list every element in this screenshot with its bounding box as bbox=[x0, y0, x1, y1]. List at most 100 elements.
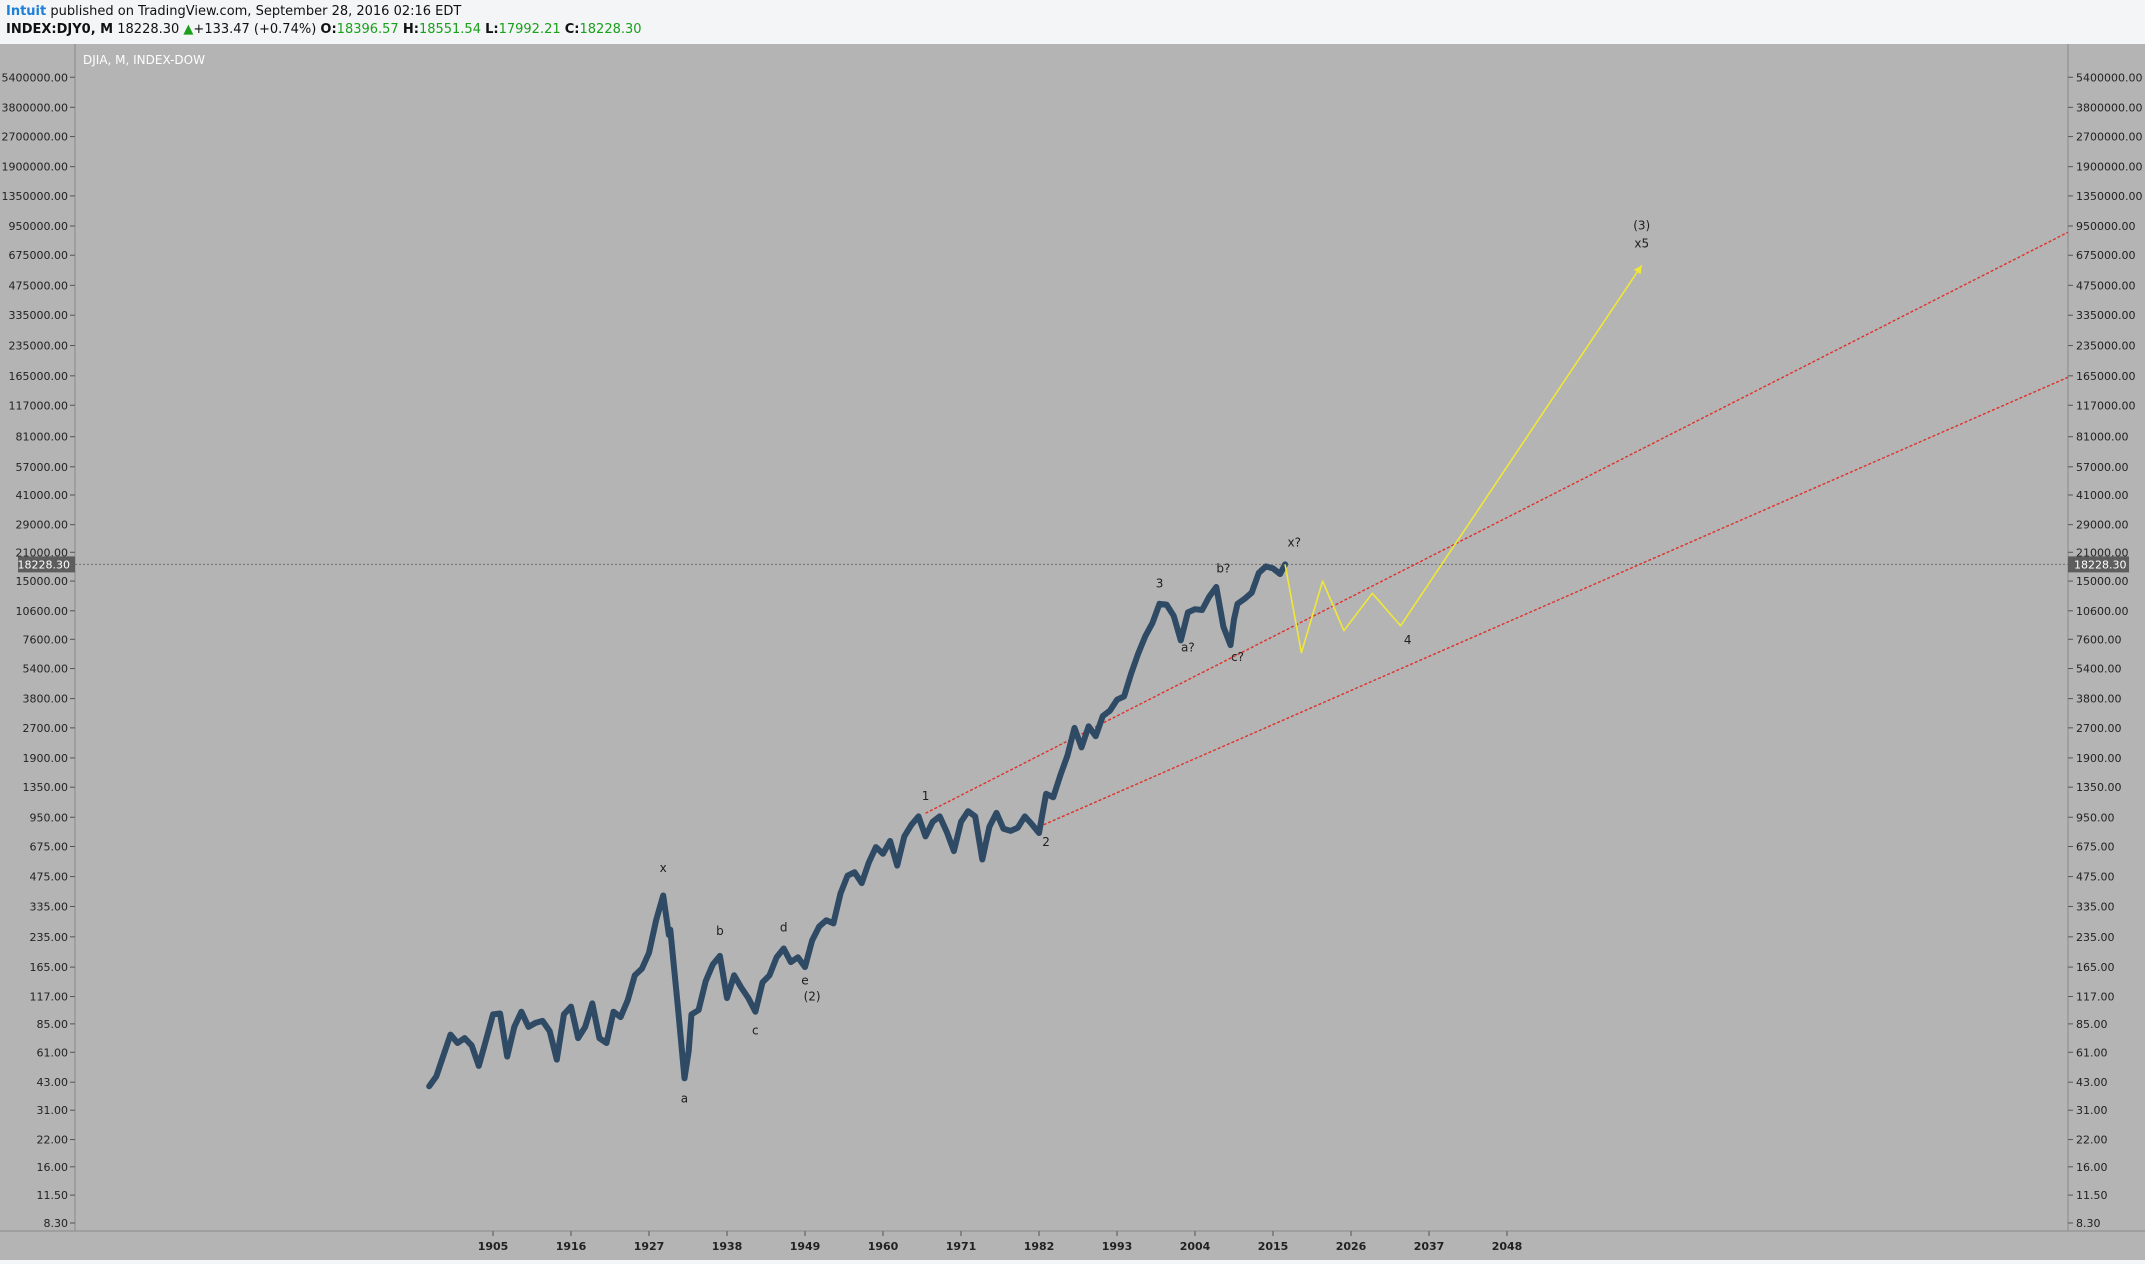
right-axis-tick-label: 335.00 bbox=[2076, 900, 2115, 913]
price-change: +133.47 (+0.74%) bbox=[193, 22, 317, 37]
left-axis-tick-label: 3800.00 bbox=[23, 693, 69, 706]
left-axis-tick-label: 8.30 bbox=[44, 1217, 69, 1230]
left-axis-tick-label: 1900.00 bbox=[23, 752, 69, 765]
left-axis-tick-label: 41000.00 bbox=[16, 489, 69, 502]
price-chart[interactable]: DJIA, M, INDEX-DOW 8.3011.5016.0022.0031… bbox=[0, 44, 2145, 1260]
plot-background[interactable] bbox=[75, 44, 2068, 1231]
right-axis-tick-label: 16.00 bbox=[2076, 1161, 2108, 1174]
right-axis-background[interactable] bbox=[2068, 44, 2145, 1260]
right-axis-tick-label: 22.00 bbox=[2076, 1134, 2108, 1147]
left-axis-tick-label: 21000.00 bbox=[16, 546, 69, 559]
right-axis-tick-label: 675000.00 bbox=[2076, 249, 2136, 262]
wave-label: a bbox=[681, 1091, 688, 1105]
time-axis-tick-label: 1905 bbox=[478, 1240, 509, 1253]
right-axis-tick-label: 85.00 bbox=[2076, 1018, 2108, 1031]
right-axis-tick-label: 41000.00 bbox=[2076, 489, 2129, 502]
elliott-wave-projection bbox=[1284, 264, 1643, 654]
wave-label: 3 bbox=[1156, 577, 1164, 591]
right-last-price-badge bbox=[2068, 556, 2129, 573]
close-label: C: bbox=[564, 22, 580, 37]
right-axis-tick-label: 61.00 bbox=[2076, 1046, 2108, 1059]
time-axis-tick-label: 2015 bbox=[1258, 1240, 1289, 1253]
wave-label: 2 bbox=[1042, 835, 1050, 849]
right-axis-tick-label: 10600.00 bbox=[2076, 605, 2129, 618]
left-axis-tick-label: 165000.00 bbox=[9, 370, 69, 383]
right-axis-tick-label: 5400000.00 bbox=[2076, 71, 2142, 84]
left-axis-tick-label: 1350000.00 bbox=[2, 190, 68, 203]
left-axis-tick-label: 7600.00 bbox=[23, 633, 69, 646]
left-axis-tick-label: 117.00 bbox=[30, 991, 69, 1004]
open-value: 18396.57 bbox=[336, 22, 399, 37]
right-axis-tick-label: 475000.00 bbox=[2076, 279, 2136, 292]
right-axis-tick-label: 235.00 bbox=[2076, 931, 2115, 944]
up-arrow-icon: ▲ bbox=[183, 22, 194, 37]
right-price-axis[interactable]: 8.30 11.50 16.00 22.00 31.00 43.00 61.00 85.00 1… bbox=[2068, 71, 2142, 1230]
time-axis-tick-label: 2048 bbox=[1492, 1240, 1523, 1253]
left-axis-tick-label: 165.00 bbox=[30, 961, 69, 974]
last-price-badges: 18228.30 18228.30 bbox=[18, 556, 2129, 573]
time-axis-tick-label: 1938 bbox=[712, 1240, 743, 1253]
right-axis-tick-label: 117000.00 bbox=[2076, 399, 2136, 412]
right-axis-tick-label: 31.00 bbox=[2076, 1104, 2108, 1117]
close-value: 18228.30 bbox=[579, 22, 642, 37]
left-price-axis[interactable]: 8.30 11.50 16.00 22.00 31.00 43.00 61.00 85.00 1… bbox=[2, 71, 75, 1230]
time-axis-background[interactable] bbox=[0, 1231, 2145, 1260]
wave-label: x5 bbox=[1634, 236, 1649, 250]
left-last-price-label: 18228.30 bbox=[18, 558, 71, 571]
low-value: 17992.21 bbox=[498, 22, 561, 37]
wave-label: b bbox=[716, 924, 724, 938]
wave-label: x? bbox=[1288, 536, 1301, 550]
right-axis-tick-label: 2700000.00 bbox=[2076, 131, 2142, 144]
left-axis-tick-label: 31.00 bbox=[37, 1104, 69, 1117]
left-axis-tick-label: 475.00 bbox=[30, 871, 69, 884]
wave-annotations: x a b c d e (2) 1 2 3 a? b? c? x? 4 (3) x5 bbox=[660, 219, 1651, 1106]
right-axis-tick-label: 3800000.00 bbox=[2076, 101, 2142, 114]
right-axis-tick-label: 8.30 bbox=[2076, 1217, 2101, 1230]
publisher-name[interactable]: Intuit bbox=[6, 4, 47, 19]
left-axis-tick-label: 15000.00 bbox=[16, 575, 69, 588]
time-axis-tick-label: 1949 bbox=[790, 1240, 821, 1253]
time-axis-tick-label: 2037 bbox=[1414, 1240, 1445, 1253]
left-axis-tick-label: 335000.00 bbox=[9, 309, 69, 322]
trendlines[interactable] bbox=[925, 231, 2069, 828]
wave-label: c bbox=[752, 1024, 759, 1038]
left-axis-tick-label: 2700.00 bbox=[23, 722, 69, 735]
wave-label: (3) bbox=[1633, 219, 1650, 233]
right-axis-tick-label: 950.00 bbox=[2076, 811, 2115, 824]
right-axis-tick-label: 475.00 bbox=[2076, 871, 2115, 884]
right-axis-tick-label: 950000.00 bbox=[2076, 220, 2136, 233]
time-axis[interactable]: 1905 1916 1927 1938 1949 1960 1971 1982 1993 2004… bbox=[478, 1231, 1523, 1253]
wave-label: a? bbox=[1181, 640, 1195, 654]
right-axis-tick-label: 117.00 bbox=[2076, 991, 2115, 1004]
right-axis-tick-label: 1350000.00 bbox=[2076, 190, 2142, 203]
left-axis-tick-label: 235000.00 bbox=[9, 340, 69, 353]
last-price: 18228.30 bbox=[117, 22, 180, 37]
left-axis-tick-label: 61.00 bbox=[37, 1046, 69, 1059]
trendline[interactable] bbox=[925, 231, 2069, 814]
chart-title: DJIA, M, INDEX-DOW bbox=[83, 53, 205, 67]
left-axis-tick-label: 1350.00 bbox=[23, 781, 69, 794]
right-axis-tick-label: 3800.00 bbox=[2076, 693, 2122, 706]
left-axis-tick-label: 675.00 bbox=[30, 841, 69, 854]
chart-area[interactable]: DJIA, M, INDEX-DOW 8.30 11.50 16.00 22.00 31… bbox=[0, 44, 2145, 1260]
symbol-info: INDEX:DJY0, M 18228.30 ▲+133.47 (+0.74%)… bbox=[6, 22, 642, 37]
left-axis-background[interactable] bbox=[0, 44, 75, 1260]
time-axis-tick-label: 1916 bbox=[556, 1240, 587, 1253]
left-axis-tick-label: 335.00 bbox=[30, 900, 69, 913]
chart-header: Intuit published on TradingView.com, Sep… bbox=[0, 0, 2145, 44]
right-axis-tick-label: 11.50 bbox=[2076, 1189, 2108, 1202]
symbol-name: INDEX:DJY0, M bbox=[6, 22, 114, 37]
left-axis-tick-label: 235.00 bbox=[30, 931, 69, 944]
trendline[interactable] bbox=[1038, 376, 2069, 828]
left-last-price-badge bbox=[18, 556, 75, 573]
right-axis-tick-label: 43.00 bbox=[2076, 1076, 2108, 1089]
time-axis-tick-label: 2026 bbox=[1336, 1240, 1367, 1253]
left-axis-tick-label: 10600.00 bbox=[16, 605, 69, 618]
right-axis-tick-label: 165000.00 bbox=[2076, 370, 2136, 383]
wave-label: 1 bbox=[922, 789, 930, 803]
right-axis-tick-label: 5400.00 bbox=[2076, 663, 2122, 676]
time-axis-tick-label: 1993 bbox=[1102, 1240, 1133, 1253]
right-axis-tick-label: 675.00 bbox=[2076, 841, 2115, 854]
right-axis-tick-label: 1900.00 bbox=[2076, 752, 2122, 765]
right-axis-tick-label: 165.00 bbox=[2076, 961, 2115, 974]
